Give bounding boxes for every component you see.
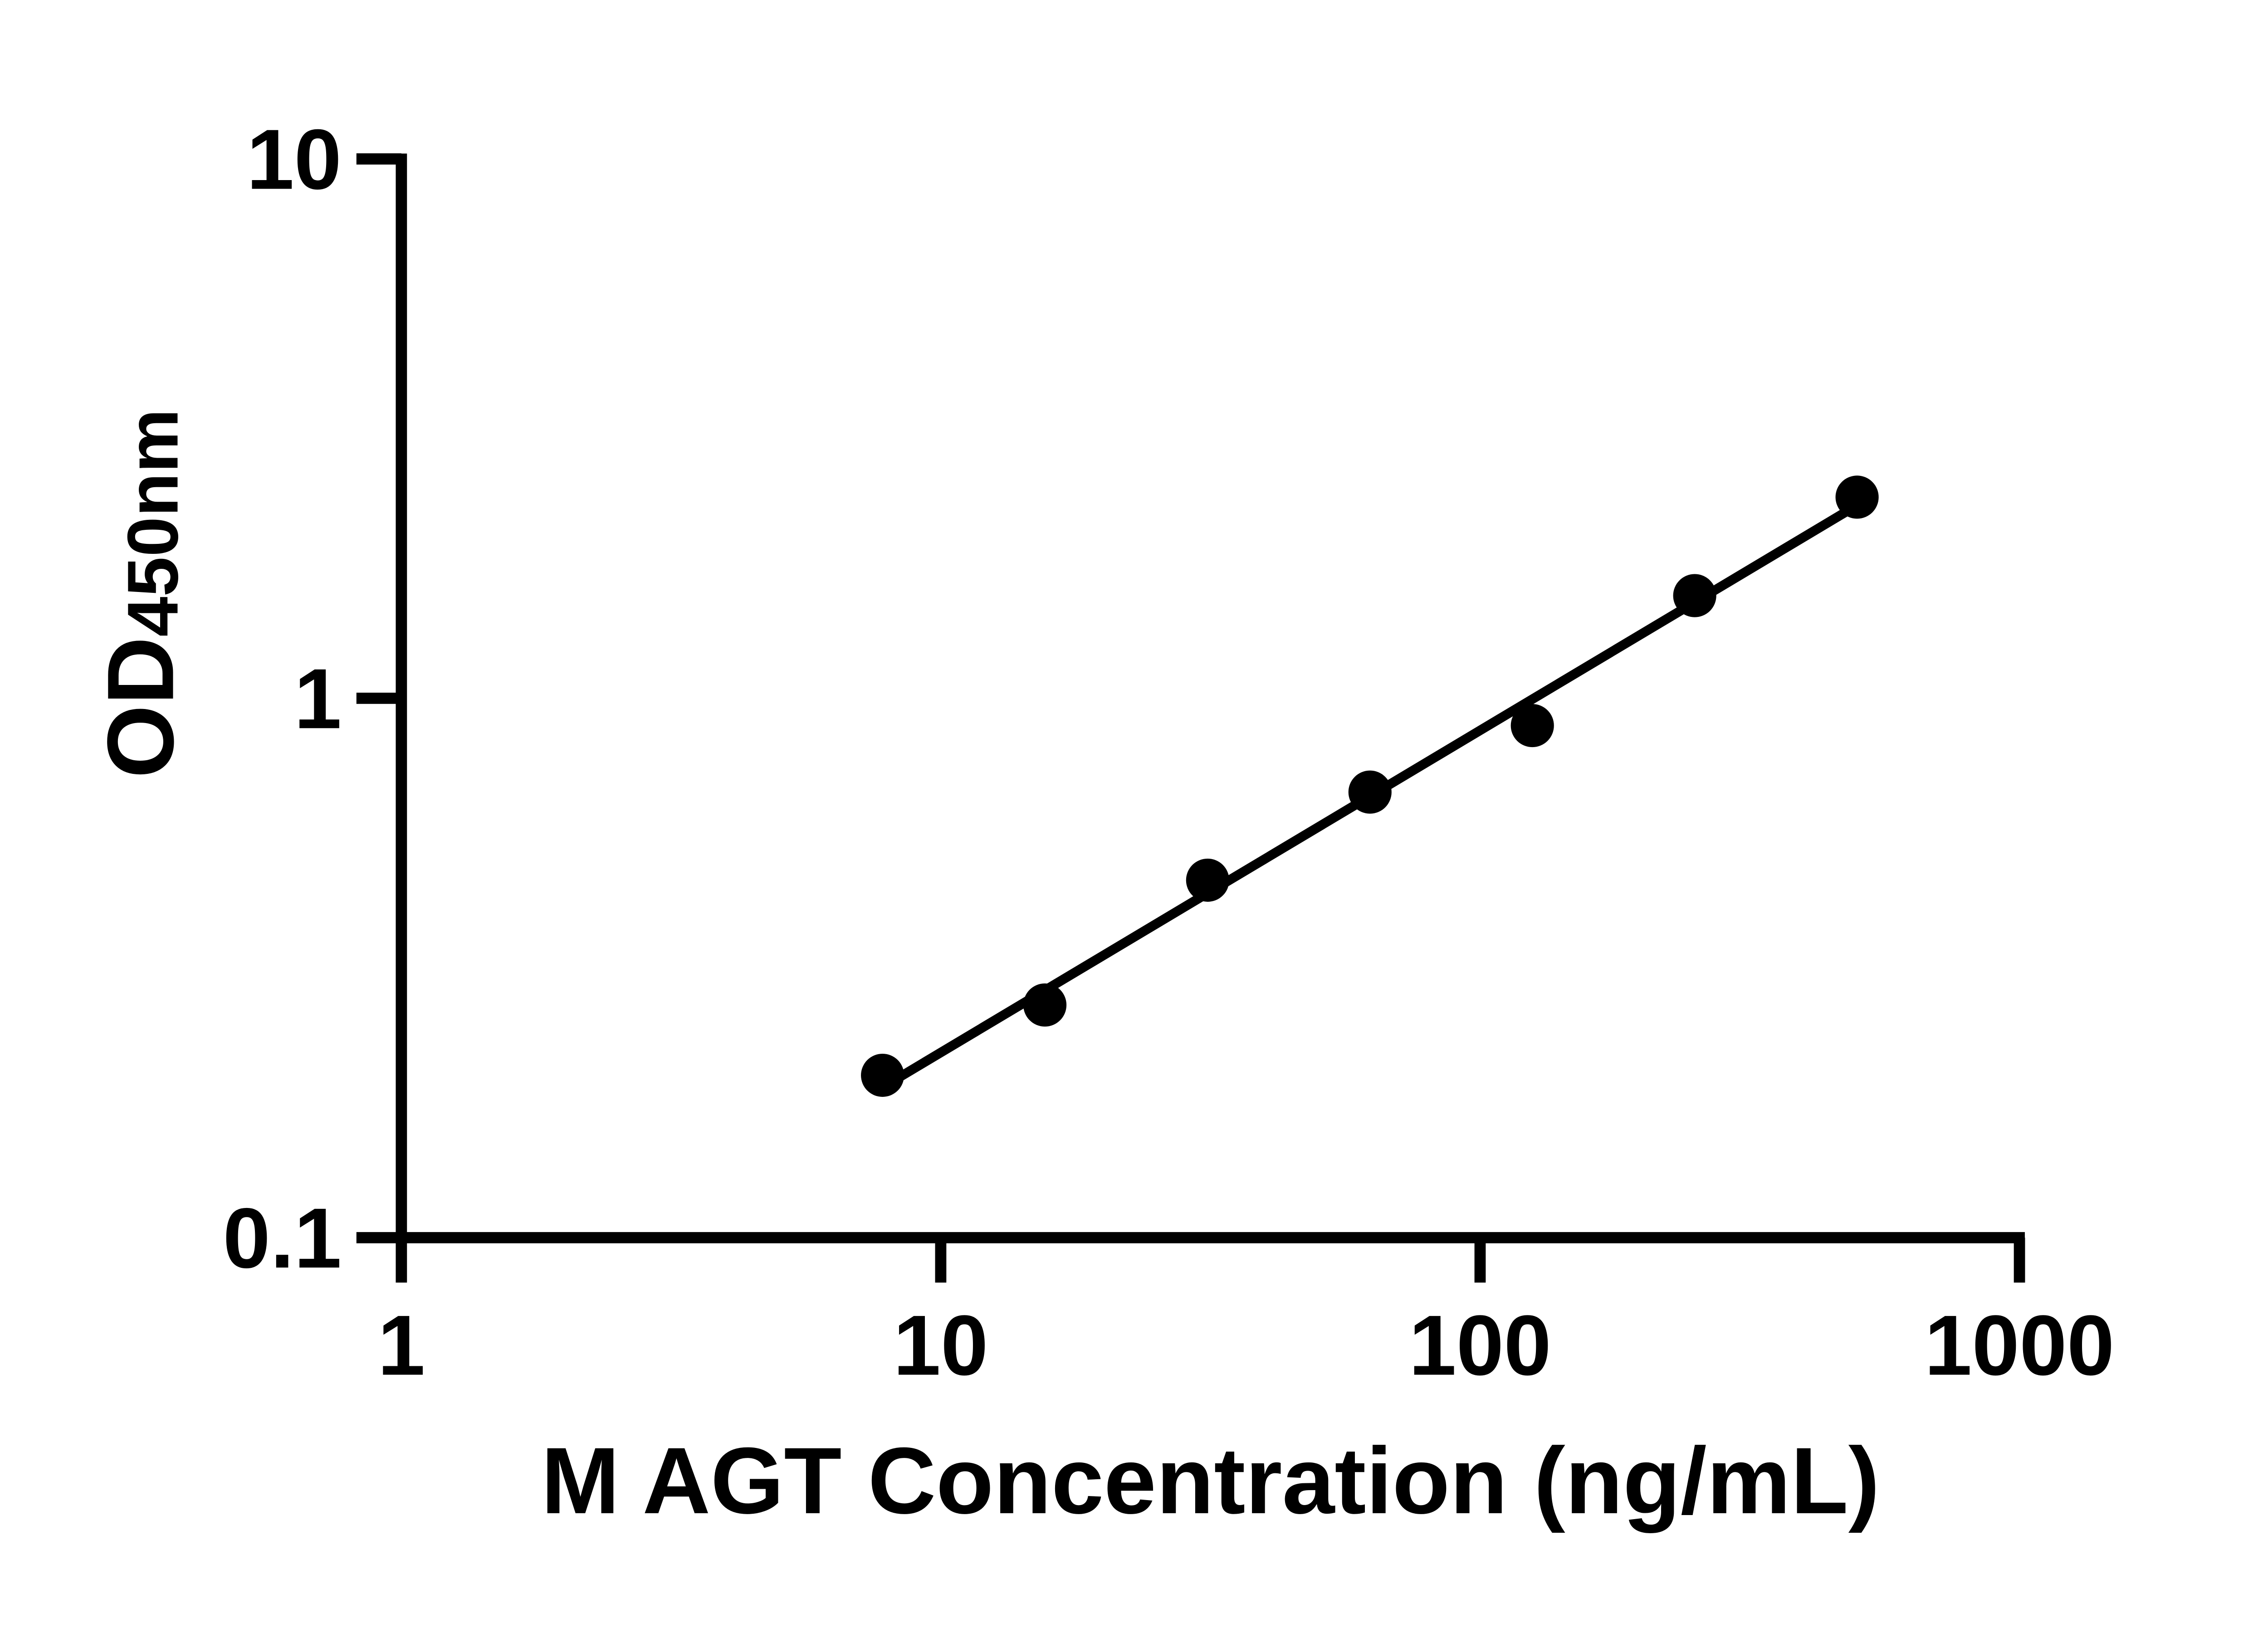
- x-tick-label: 10: [893, 1298, 988, 1393]
- y-axis-title: OD450nm: [88, 409, 193, 778]
- y-axis-title-main: OD: [88, 637, 193, 778]
- x-tick-label: 1000: [1925, 1298, 2115, 1393]
- x-tick-label: 1: [378, 1298, 425, 1393]
- data-point: [1510, 704, 1554, 748]
- data-point: [1348, 770, 1392, 814]
- y-axis-title-subscript: 450nm: [112, 409, 193, 636]
- y-tick-label: 0.1: [223, 1190, 342, 1286]
- data-point: [1673, 574, 1716, 617]
- ticks-group: [356, 153, 2025, 1283]
- x-axis-title: M AGT Concentration (ng/mL): [541, 1428, 1880, 1534]
- axis-spine: [396, 153, 2025, 1243]
- data-point: [1023, 983, 1067, 1027]
- tick-labels-group: 10 1 0.1 1 10 100 1000: [223, 112, 2114, 1393]
- axes-group: [396, 153, 2025, 1243]
- data-point: [1835, 475, 1879, 519]
- y-tick-label: 1: [294, 651, 342, 746]
- y-tick-label: 10: [247, 112, 342, 207]
- data-point: [1186, 858, 1229, 902]
- x-tick-label: 100: [1409, 1298, 1551, 1393]
- data-point: [861, 1053, 904, 1097]
- plot-group: [861, 475, 1879, 1097]
